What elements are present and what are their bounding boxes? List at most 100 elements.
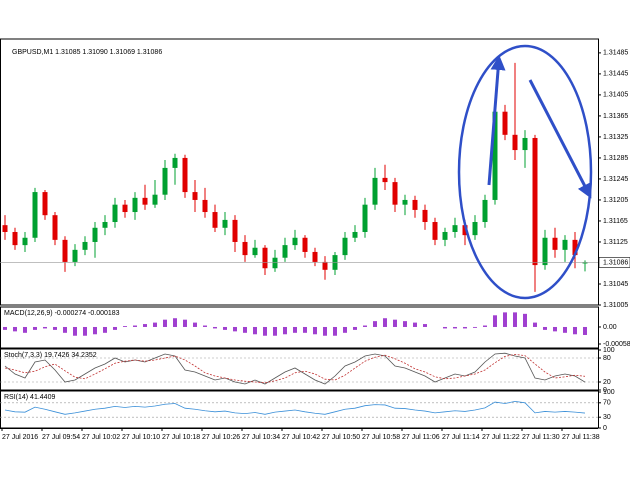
candle-body xyxy=(22,237,28,246)
candle-body xyxy=(572,239,578,256)
indicator-line xyxy=(4,353,586,384)
x-tick-label: 27 Jul 10:10 xyxy=(122,434,160,441)
candle-body xyxy=(582,262,588,264)
candle-body xyxy=(212,212,218,228)
macd-bar xyxy=(253,326,257,335)
candle-body xyxy=(342,237,348,256)
candle-body xyxy=(242,241,248,256)
macd-bar xyxy=(213,326,217,329)
candle-body xyxy=(552,237,558,250)
y-tick-label: 1.31325 xyxy=(603,134,628,141)
macd-bar xyxy=(553,326,557,332)
y-tick-label: 1.31045 xyxy=(603,281,628,288)
macd-bar xyxy=(63,326,67,333)
candle-body xyxy=(392,182,398,205)
macd-bar xyxy=(323,326,327,336)
x-tick-label: 27 Jul 10:58 xyxy=(362,434,400,441)
candle-body xyxy=(172,157,178,168)
macd-bar xyxy=(193,322,197,327)
candle-body xyxy=(52,215,58,240)
candle-body xyxy=(312,251,318,262)
last-price-label: 1.31086 xyxy=(603,259,628,266)
panel-title: GBPUSD,M1 1.31085 1.31090 1.31069 1.3108… xyxy=(12,49,162,56)
macd-bar xyxy=(453,326,457,329)
candle-body xyxy=(492,111,498,200)
candle-body xyxy=(142,197,148,205)
x-tick-label: 27 Jul 10:26 xyxy=(202,434,240,441)
annotation-ellipse xyxy=(457,44,593,300)
macd-bar xyxy=(93,326,97,335)
candle-body xyxy=(232,219,238,242)
candle-body xyxy=(92,227,98,242)
macd-bar xyxy=(353,326,357,330)
macd-bar xyxy=(133,325,137,327)
y-tick-label: 0 xyxy=(603,425,607,432)
candle-body xyxy=(362,204,368,232)
candle-body xyxy=(442,231,448,240)
macd-bar xyxy=(283,326,287,335)
panel-title: Stoch(7,3,3) 19.7426 34.2352 xyxy=(4,352,97,359)
macd-bar xyxy=(533,322,537,327)
candle-body xyxy=(292,237,298,246)
macd-bar xyxy=(113,326,117,330)
x-tick-label: 27 Jul 2016 xyxy=(2,434,38,441)
macd-bar xyxy=(333,326,337,336)
macd-bar xyxy=(503,312,507,327)
macd-bar xyxy=(513,312,517,327)
candle-body xyxy=(122,204,128,213)
y-tick-label: 20 xyxy=(603,379,611,386)
candle-body xyxy=(222,219,228,228)
y-tick-label: 1.31445 xyxy=(603,71,628,78)
macd-bar xyxy=(273,326,277,336)
macd-bar xyxy=(443,326,447,329)
macd-bar xyxy=(363,325,367,327)
y-tick-label: 1.31125 xyxy=(603,239,628,246)
macd-bar xyxy=(203,325,207,327)
candle-body xyxy=(282,245,288,258)
macd-bar xyxy=(43,326,47,329)
candle-body xyxy=(62,239,68,262)
candle-body xyxy=(192,192,198,200)
macd-bar xyxy=(493,315,497,327)
candle-body xyxy=(72,249,78,262)
candle-body xyxy=(202,199,208,213)
candle-body xyxy=(152,194,158,205)
candle-body xyxy=(262,247,268,269)
macd-bar xyxy=(483,325,487,327)
candle-body xyxy=(132,197,138,213)
macd-bar xyxy=(3,326,7,330)
annotation-arrow-down xyxy=(528,79,592,199)
x-tick-label: 27 Jul 10:50 xyxy=(322,434,360,441)
candle-body xyxy=(112,204,118,223)
candle-body xyxy=(472,222,478,236)
candle-body xyxy=(42,192,48,216)
macd-bar xyxy=(173,318,177,327)
macd-bar xyxy=(153,322,157,327)
y-tick-label: 1.31005 xyxy=(603,302,628,309)
candle-body xyxy=(432,222,438,240)
candle-body xyxy=(562,239,568,250)
macd-bar xyxy=(563,326,567,333)
macd-bar xyxy=(163,319,167,327)
macd-bar xyxy=(583,326,587,335)
y-tick-label: 30 xyxy=(603,414,611,421)
candle-body xyxy=(372,177,378,205)
macd-bar xyxy=(123,326,127,327)
candle-body xyxy=(522,137,528,151)
y-tick-label: 80 xyxy=(603,355,611,362)
candle-body xyxy=(502,111,508,135)
candle-body xyxy=(382,177,388,183)
candle-body xyxy=(182,157,188,193)
macd-bar xyxy=(413,322,417,327)
candle-body xyxy=(452,225,458,232)
macd-bar xyxy=(73,326,77,336)
macd-bar xyxy=(183,319,187,327)
macd-bar xyxy=(23,326,27,333)
candle-body xyxy=(532,137,538,266)
x-tick-label: 27 Jul 10:42 xyxy=(282,434,320,441)
panel-title: MACD(12,26,9) -0.000274 -0.000183 xyxy=(4,310,120,317)
x-tick-label: 27 Jul 11:14 xyxy=(442,434,480,441)
candle-body xyxy=(12,231,18,246)
macd-bar xyxy=(143,324,147,327)
macd-bar xyxy=(393,319,397,327)
